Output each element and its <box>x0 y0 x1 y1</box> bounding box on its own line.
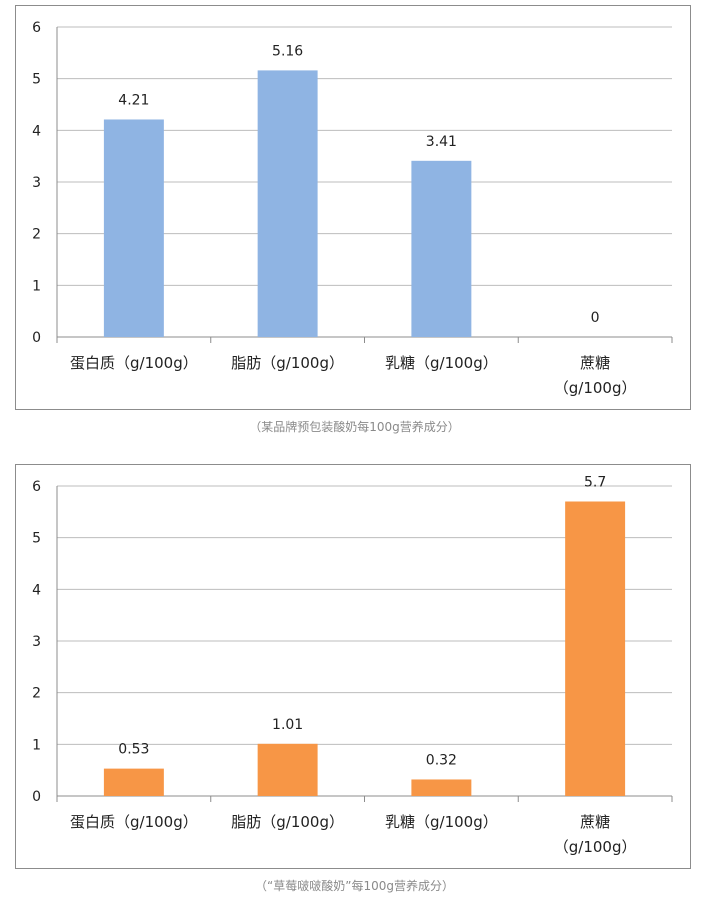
chart-bottom-category-label-3: 乳糖（g/100g） <box>385 813 498 831</box>
chart-bottom-y-tick-label: 5 <box>32 531 41 547</box>
chart-top-category-label-1: 蛋白质（g/100g） <box>70 354 198 372</box>
chart-bottom-data-label-4: 5.7 <box>584 475 606 491</box>
chart-top-caption: （某品牌预包装酸奶每100g营养成分） <box>249 420 460 434</box>
chart-top-data-label-3: 3.41 <box>426 134 457 150</box>
chart-bottom-category-label-4: 蔗糖 <box>580 813 610 831</box>
chart-top-y-tick-label: 0 <box>32 330 41 346</box>
chart-bottom-data-label-2: 1.01 <box>272 717 303 733</box>
chart-top-y-tick-label: 5 <box>32 72 41 88</box>
chart-bottom-y-tick-label: 2 <box>32 686 41 702</box>
chart-top-y-tick-label: 6 <box>32 20 41 36</box>
chart-bottom-category-label-1: 蛋白质（g/100g） <box>70 813 198 831</box>
chart-top-data-label-1: 4.21 <box>118 92 149 108</box>
chart-bottom-bar-2 <box>257 743 318 796</box>
chart-top-category-label-4: 蔗糖 <box>580 354 610 372</box>
chart-bottom-y-tick-label: 0 <box>32 789 41 805</box>
chart-bottom-data-label-3: 0.32 <box>426 752 457 768</box>
chart-bottom-svg: 0 1 2 3 4 5 6 0.53 蛋白质（g/100g） 1.01 脂肪（g/100g） 0.32… <box>32 475 673 856</box>
chart-top-y-tick-label: 3 <box>32 175 41 191</box>
chart-top-category-label-4: （g/100g） <box>554 379 637 397</box>
chart-top-data-label-2: 5.16 <box>272 43 303 59</box>
chart-bottom-bar-3 <box>411 779 472 796</box>
chart-top-data-label-4: 0 <box>591 310 600 326</box>
chart-bottom-category-label-2: 脂肪（g/100g） <box>231 813 344 831</box>
chart-top-category-label-2: 脂肪（g/100g） <box>231 354 344 372</box>
chart-top-bar-3 <box>411 160 472 337</box>
chart-bottom-data-label-1: 0.53 <box>118 742 149 758</box>
chart-bottom-y-tick-label: 6 <box>32 479 41 495</box>
chart-bottom-y-tick-label: 3 <box>32 634 41 650</box>
chart-top-bar-2 <box>257 70 318 338</box>
chart-bottom-y-tick-label: 4 <box>32 582 41 598</box>
chart-top-category-label-3: 乳糖（g/100g） <box>385 354 498 372</box>
chart-top: 0 1 2 3 4 5 6 4.21 蛋白质（g/100g） 5.16 脂肪（g/100g） 3.41… <box>15 5 691 410</box>
chart-top-y-tick-label: 2 <box>32 227 41 243</box>
chart-bottom: 0 1 2 3 4 5 6 0.53 蛋白质（g/100g） 1.01 脂肪（g/100g） 0.32… <box>15 464 691 869</box>
chart-top-svg: 0 1 2 3 4 5 6 4.21 蛋白质（g/100g） 5.16 脂肪（g/100g） 3.41… <box>32 20 673 397</box>
chart-bottom-caption: （“草莓啵啵酸奶”每100g营养成分） <box>255 879 454 893</box>
chart-top-bar-1 <box>103 119 164 337</box>
chart-top-y-tick-label: 4 <box>32 123 41 139</box>
chart-bottom-category-label-4: （g/100g） <box>554 838 637 856</box>
chart-bottom-bar-4 <box>565 501 626 796</box>
chart-bottom-y-tick-label: 1 <box>32 737 41 753</box>
chart-bottom-bar-1 <box>103 768 164 796</box>
chart-top-y-tick-label: 1 <box>32 278 41 294</box>
